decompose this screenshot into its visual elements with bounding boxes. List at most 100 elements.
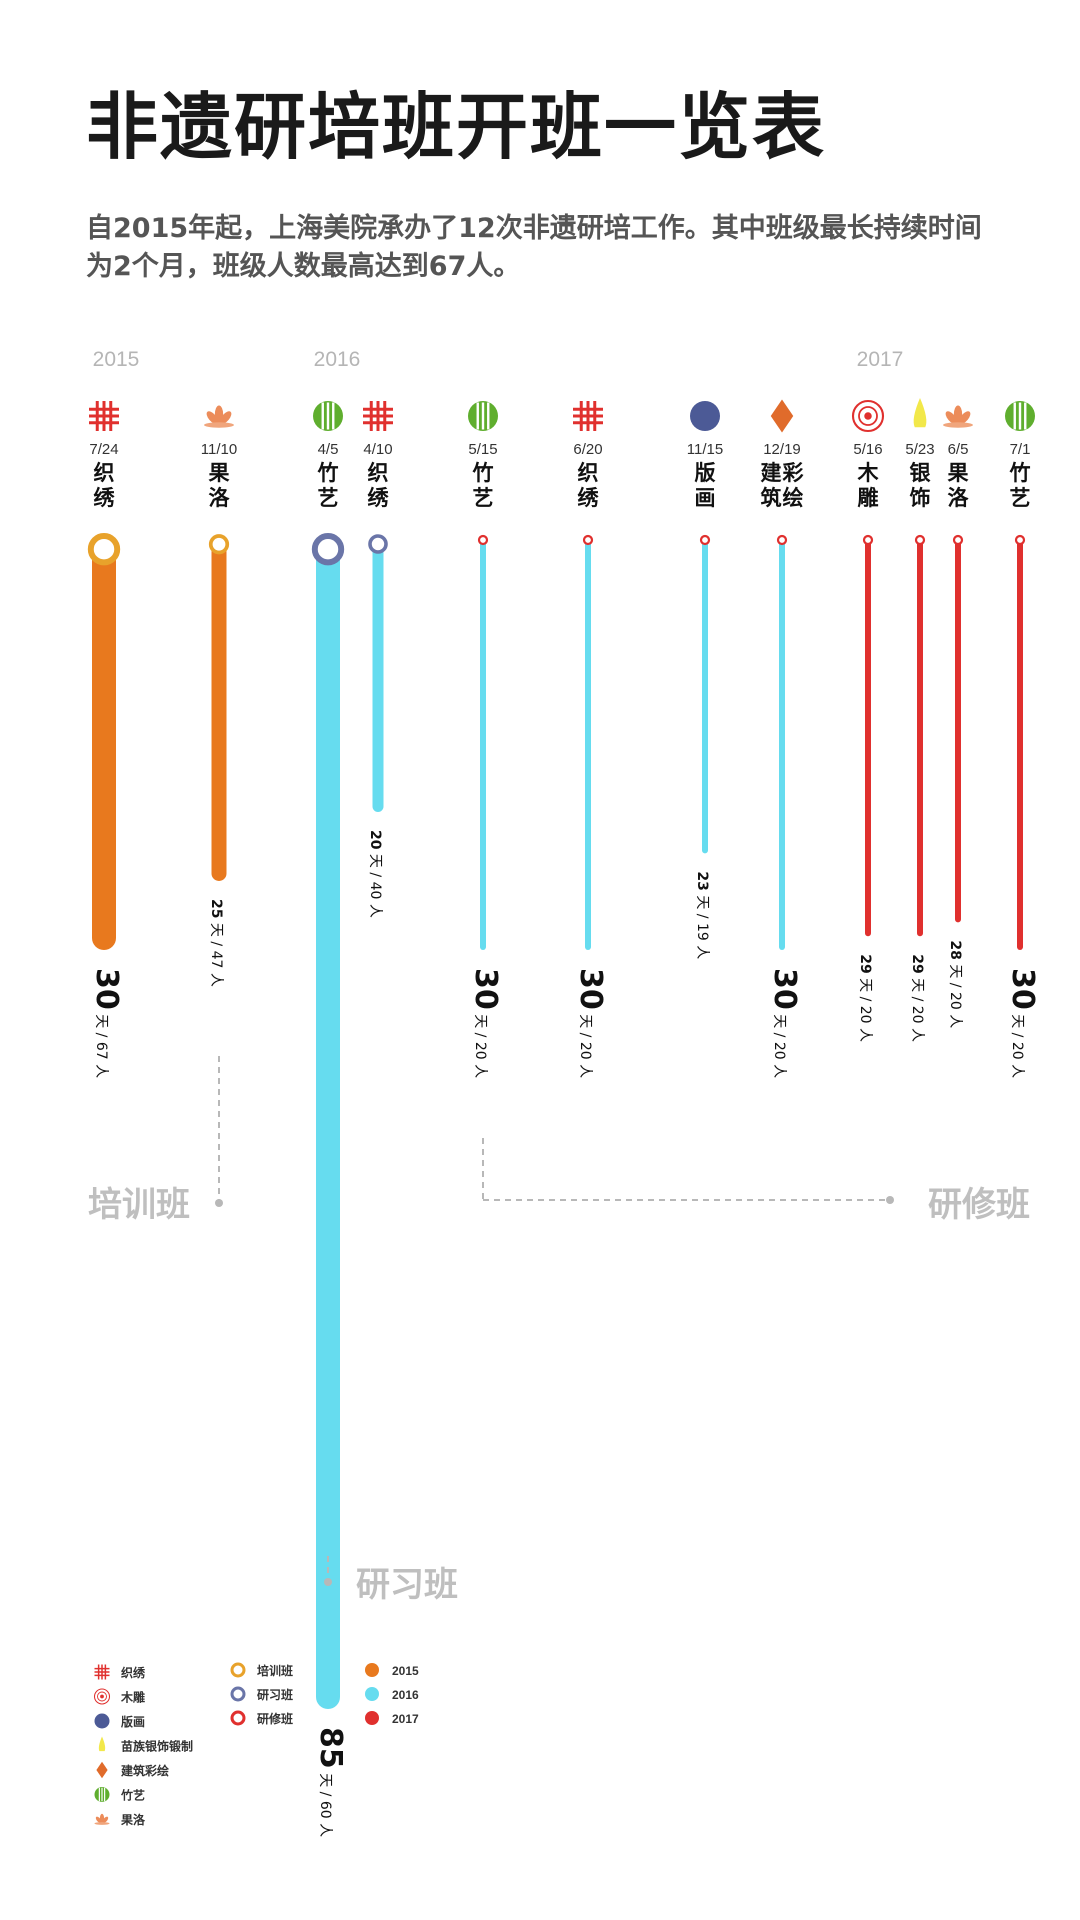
label-days: 30: [1005, 968, 1040, 1010]
type-ring: [368, 534, 388, 554]
label-unit-people: 人: [93, 1060, 109, 1078]
bamboo-icon: [468, 401, 498, 431]
label-people: 67: [93, 1042, 109, 1060]
label-people: 20: [577, 1042, 593, 1060]
label-people: 20: [947, 992, 963, 1010]
class-craft-char: 艺: [473, 486, 494, 510]
duration-people-label: 23 天 / 19 人: [694, 871, 710, 959]
legend-year-label: 2016: [392, 1688, 419, 1702]
label-days: 29: [857, 954, 873, 973]
class-date: 7/1: [1010, 441, 1031, 458]
class-column-0: 7/24 织绣 30 天 / 67 人: [87, 401, 124, 1078]
label-unit-day: 天 /: [208, 918, 224, 950]
silver-icon: [98, 1736, 106, 1752]
duration-bar: [702, 536, 708, 854]
class-craft-char: 艺: [1010, 486, 1031, 510]
connector-dot-yanxiu: [886, 1196, 894, 1204]
woodcarving-icon: [851, 399, 885, 433]
class-column-7: 12/19 建筑彩绘 30 天 / 20 人: [761, 399, 804, 1078]
legend-year-label: 2015: [392, 1664, 419, 1678]
connector-dot-peixun: [215, 1199, 223, 1207]
type-ring: [582, 534, 594, 546]
class-craft-char: 艺: [318, 486, 339, 510]
class-craft-char: 画: [695, 486, 716, 510]
label-unit-day: 天 /: [857, 974, 873, 1006]
wood-ring-outer: [93, 1688, 111, 1705]
legend-type-ring: [230, 1662, 246, 1678]
label-unit-people: 人: [208, 968, 224, 986]
silver-drop: [98, 1736, 106, 1752]
legend-craft-label: 织绣: [121, 1665, 146, 1680]
year-label-2017: 2017: [857, 348, 904, 371]
legend-craft-label: 木雕: [120, 1690, 145, 1705]
class-craft-char: 洛: [948, 486, 970, 510]
label-unit-day: 天 /: [93, 1010, 109, 1042]
lotus-petal-left: [95, 1816, 102, 1823]
label-unit-people: 人: [317, 1819, 333, 1837]
diamond-shape: [770, 399, 794, 433]
legend-type-label: 研习班: [257, 1687, 293, 1702]
silver-icon: [913, 398, 927, 428]
duration-bar: [585, 536, 591, 950]
type-ring: [776, 534, 788, 546]
label-unit-day: 天 /: [317, 1769, 333, 1801]
label-unit-people: 人: [909, 1024, 925, 1042]
label-unit-people: 人: [367, 899, 383, 917]
label-unit-day: 天 /: [472, 1010, 488, 1042]
print-icon: [690, 401, 720, 431]
duration-people-label: 30 天 / 20 人: [1005, 968, 1040, 1078]
type-ring: [477, 534, 489, 546]
class-craft-char: 织: [94, 461, 115, 485]
class-craft-char: 织: [368, 461, 389, 485]
legend-year-dot: [365, 1663, 379, 1677]
lotus-petal-left: [945, 411, 957, 424]
lotus-petal-right: [102, 1816, 109, 1823]
label-days: 23: [694, 871, 710, 890]
class-craft-char: 版: [695, 461, 716, 485]
class-date: 4/5: [318, 441, 339, 458]
wood-core: [864, 412, 872, 420]
lotus-icon: [94, 1813, 110, 1825]
type-ring: [699, 534, 711, 546]
duration-people-label: 28 天 / 20 人: [947, 940, 963, 1028]
duration-bar: [211, 536, 227, 881]
print-disc: [690, 401, 720, 431]
class-craft-char: 果: [948, 461, 969, 485]
page-title: 非遗研培班开班一览表: [86, 85, 827, 169]
duration-bar: [955, 536, 961, 923]
class-column-5: 6/20 织绣 30 天 / 20 人: [573, 401, 608, 1078]
label-unit-day: 天 /: [577, 1010, 593, 1042]
duration-bar: [779, 536, 785, 950]
label-people: 20: [1009, 1042, 1025, 1060]
duration-people-label: 30 天 / 67 人: [89, 968, 124, 1078]
class-craft-char: 银: [910, 461, 932, 485]
lotus-petal-right: [959, 411, 971, 424]
wood-core: [100, 1694, 104, 1699]
class-craft-char: 竹: [472, 461, 494, 485]
year-label-2015: 2015: [93, 348, 140, 371]
label-people: 20: [472, 1042, 488, 1060]
page-subtitle: 自2015年起，上海美院承办了12次非遗研培工作。其中班级最长持续时间为2个月，…: [86, 213, 982, 282]
label-people: 20: [857, 1006, 873, 1024]
weave-icon: [363, 401, 393, 431]
label-days: 25: [208, 899, 224, 918]
label-unit-day: 天 /: [367, 849, 383, 881]
legend-type-label: 研修班: [257, 1711, 293, 1726]
legend-craft-label: 版画: [121, 1714, 145, 1729]
lotus-base: [94, 1822, 110, 1825]
legend-type-ring: [230, 1686, 246, 1702]
weave-icon: [573, 401, 603, 431]
print-disc: [94, 1713, 110, 1729]
class-date: 12/19: [763, 441, 801, 458]
year-label-2016: 2016: [314, 348, 361, 371]
label-unit-day: 天 /: [694, 891, 710, 923]
duration-people-label: 20 天 / 40 人: [367, 830, 383, 918]
class-date: 7/24: [89, 441, 118, 458]
lotus-icon: [943, 405, 973, 428]
weave-icon: [89, 401, 119, 431]
class-column-3: 4/10 织绣 20 天 / 40 人: [363, 401, 393, 918]
label-people: 19: [694, 923, 710, 941]
duration-people-label: 29 天 / 20 人: [909, 954, 925, 1042]
